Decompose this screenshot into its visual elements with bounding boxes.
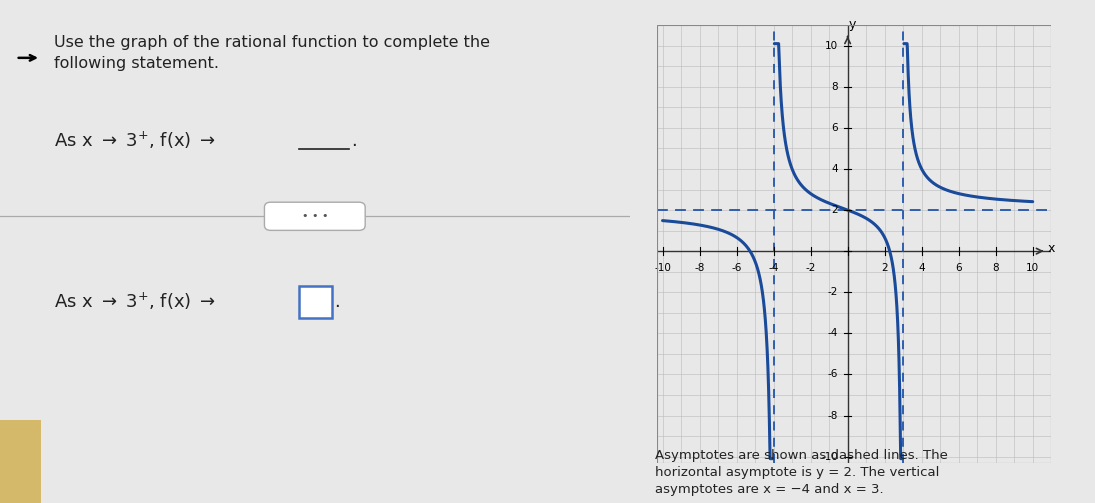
Text: 4: 4: [919, 264, 925, 274]
FancyBboxPatch shape: [265, 202, 365, 230]
Text: 6: 6: [955, 264, 963, 274]
Text: 2: 2: [832, 205, 839, 215]
Text: 10: 10: [1026, 264, 1039, 274]
Text: -10: -10: [821, 452, 839, 462]
Text: -4: -4: [828, 328, 839, 339]
Text: As x $\rightarrow$ 3$^{+}$, f(x) $\rightarrow$: As x $\rightarrow$ 3$^{+}$, f(x) $\right…: [54, 130, 216, 151]
Text: -6: -6: [828, 369, 839, 379]
Bar: [0, 420, 41, 503]
Text: 4: 4: [832, 164, 839, 174]
Text: -2: -2: [828, 287, 839, 297]
Text: As x $\rightarrow$ 3$^{+}$, f(x) $\rightarrow$: As x $\rightarrow$ 3$^{+}$, f(x) $\right…: [54, 291, 216, 312]
Text: -6: -6: [731, 264, 741, 274]
Text: • • •: • • •: [301, 211, 328, 221]
Text: Asymptotes are shown as dashed lines. The
horizontal asymptote is y = 2. The ver: Asymptotes are shown as dashed lines. Th…: [655, 449, 948, 495]
Text: .: .: [351, 132, 357, 150]
Text: -4: -4: [769, 264, 779, 274]
Text: 8: 8: [832, 82, 839, 92]
Text: 10: 10: [826, 41, 839, 51]
FancyBboxPatch shape: [299, 286, 332, 318]
Text: .: .: [334, 293, 339, 311]
Text: 2: 2: [881, 264, 888, 274]
Text: y: y: [849, 18, 856, 31]
Text: -10: -10: [654, 264, 671, 274]
Text: -2: -2: [806, 264, 816, 274]
Text: 8: 8: [992, 264, 999, 274]
Text: -8: -8: [694, 264, 705, 274]
Text: following statement.: following statement.: [54, 56, 219, 71]
Text: 6: 6: [832, 123, 839, 133]
Text: Use the graph of the rational function to complete the: Use the graph of the rational function t…: [54, 35, 489, 50]
Text: -8: -8: [828, 410, 839, 421]
Text: x: x: [1048, 241, 1054, 255]
